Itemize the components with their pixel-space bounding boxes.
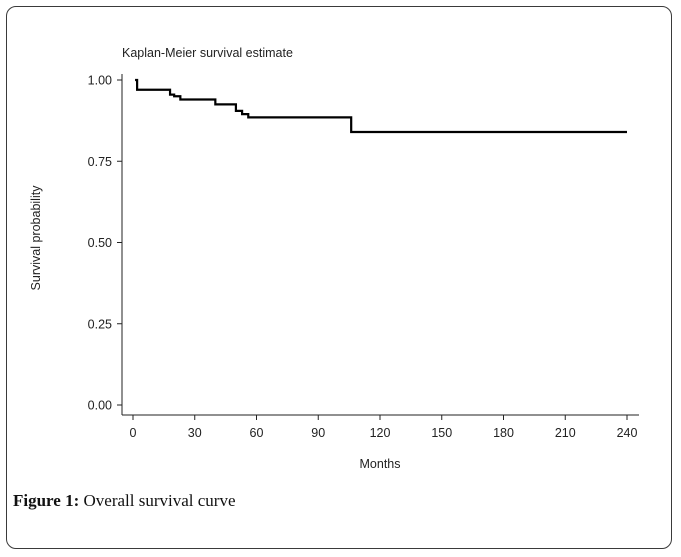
chart-title: Kaplan-Meier survival estimate [122, 46, 293, 60]
y-tick-label: 1.00 [88, 74, 112, 88]
x-tick-label: 120 [370, 426, 391, 440]
x-tick-label: 30 [188, 426, 202, 440]
x-tick-label: 180 [493, 426, 514, 440]
caption-label: Figure 1: [13, 491, 80, 510]
y-tick-label: 0.00 [88, 399, 112, 413]
x-tick-label: 210 [555, 426, 576, 440]
x-tick-label: 90 [311, 426, 325, 440]
plot-area [135, 78, 627, 134]
figure-caption: Figure 1: Overall survival curve [13, 491, 236, 511]
x-axis-label: Months [360, 457, 401, 471]
y-tick-label: 0.75 [88, 155, 112, 169]
x-tick-label: 0 [130, 426, 137, 440]
axes: 0.00 0.25 0.50 0.75 1.00 0 30 60 90 120 150 180 210 2… [88, 74, 639, 440]
x-tick-label: 240 [617, 426, 638, 440]
y-tick-label: 0.50 [88, 236, 112, 250]
x-tick-label: 60 [250, 426, 264, 440]
x-tick-label: 150 [431, 426, 452, 440]
y-axis-label: Survival probability [29, 185, 43, 291]
figure-frame [6, 6, 672, 549]
caption-text: Overall survival curve [79, 491, 236, 510]
y-tick-label: 0.25 [88, 317, 112, 331]
survival-curve [135, 78, 627, 134]
